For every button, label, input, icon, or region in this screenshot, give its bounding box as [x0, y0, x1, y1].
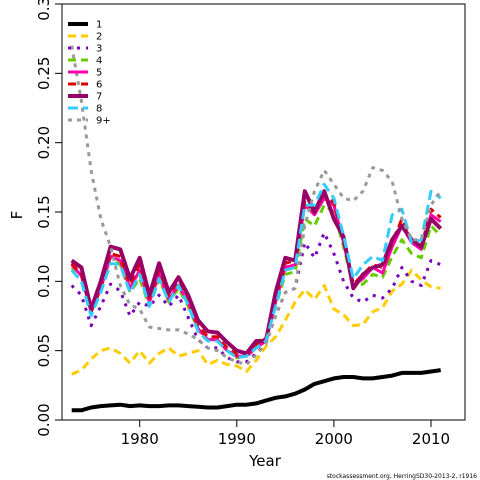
- x-tick-label: 1980: [121, 430, 159, 448]
- legend-label: 9+: [96, 116, 111, 127]
- y-tick-label: 0.30: [35, 0, 53, 21]
- series-line-1: [71, 368, 441, 413]
- x-tick-label: 2000: [315, 430, 353, 448]
- y-axis: 0.00 0.05 0.10 0.15 0.20 0.25 0.30: [35, 0, 62, 437]
- legend-label: 3: [96, 44, 102, 55]
- y-tick-label: 0.05: [35, 334, 53, 367]
- y-tick-label: 0.00: [35, 403, 53, 436]
- legend-label: 7: [96, 92, 102, 103]
- y-tick-label: 0.20: [35, 126, 53, 159]
- y-axis-title: F: [8, 211, 26, 220]
- y-tick-label: 0.25: [35, 57, 53, 90]
- series-line-9plus: [70, 45, 442, 366]
- series-lines: [70, 45, 443, 413]
- plot-area: [61, 3, 466, 421]
- series-line-7: [70, 189, 443, 356]
- legend-label: 4: [96, 56, 102, 67]
- legend-label: 8: [96, 104, 102, 115]
- legend-label: 2: [96, 32, 102, 43]
- series-line-3: [70, 231, 442, 364]
- y-tick-label: 0.15: [35, 195, 53, 228]
- x-axis: 1980 1990 2000 2010: [121, 420, 450, 448]
- x-tick-label: 2010: [412, 430, 450, 448]
- legend-label: 6: [96, 80, 102, 91]
- series-line-2: [71, 268, 441, 376]
- y-tick-label: 0.10: [35, 265, 53, 298]
- footnote: stockassessment.org, HerringSD30-2013-2,…: [327, 473, 477, 480]
- series-line-8: [70, 182, 442, 360]
- x-tick-label: 1990: [218, 430, 256, 448]
- plot-frame: [61, 3, 466, 421]
- x-axis-title: Year: [248, 452, 282, 470]
- legend-label: 1: [96, 20, 102, 31]
- legend-label: 5: [96, 68, 102, 79]
